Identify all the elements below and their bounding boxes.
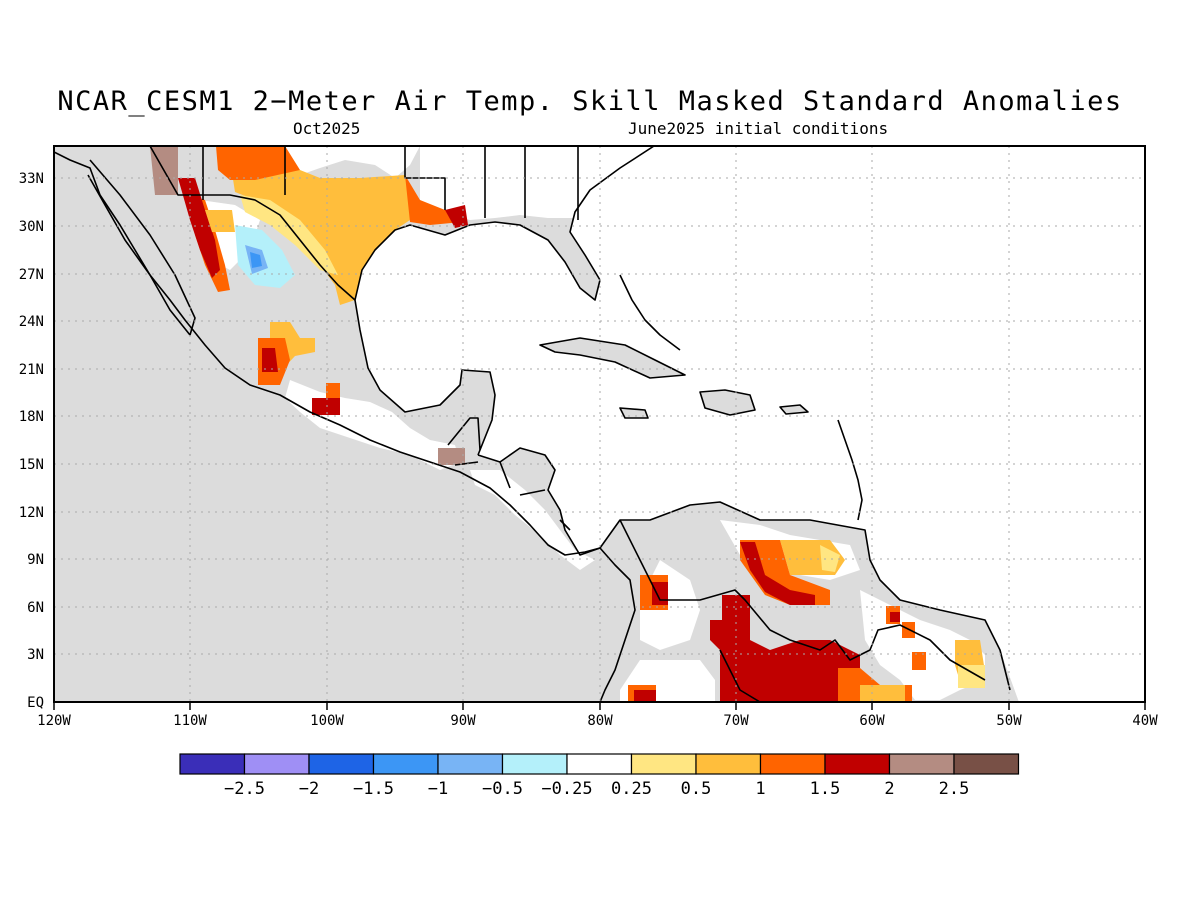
legend-swatch [501, 753, 568, 775]
legend-label: 1 [755, 779, 765, 799]
coast-puerto-rico [779, 404, 809, 415]
anomaly-fills [150, 146, 985, 702]
anomaly-colombia-west-2 [652, 582, 668, 605]
legend-label: −1.5 [353, 779, 394, 799]
anomaly-colombia-south-2 [634, 690, 656, 702]
gridlines [54, 146, 1145, 702]
coast-south-america-west [599, 547, 636, 702]
lon-label: 100W [310, 713, 344, 729]
near-zero-northeast [285, 146, 420, 180]
land-baja-california [88, 160, 195, 335]
land-hispaniola [700, 390, 755, 415]
legend-swatch [179, 753, 246, 775]
target-month-label: Oct2025 [293, 119, 361, 138]
legend-swatch [243, 753, 310, 775]
anomaly-texas-0.5-1 [230, 160, 415, 305]
lon-label: 70W [723, 713, 749, 729]
color-legend: −2.5 −2 −1.5 −1 −0.5 −0.25 0.25 0.5 1 1.5 2 2.5 [179, 753, 1020, 799]
lat-label: 21N [19, 362, 44, 378]
legend-swatch [308, 753, 375, 775]
anomaly-south-mexico-1.5 [326, 383, 340, 400]
coast-hispaniola [699, 389, 756, 416]
lon-labels: 120W 110W 100W 90W 80W 70W 60W 50W 40W [37, 713, 1158, 729]
lon-label: 50W [996, 713, 1022, 729]
anomaly-chihuahua-0.5 [205, 210, 235, 232]
anomaly-central-mexico-2 [262, 348, 278, 372]
land-jamaica [620, 408, 648, 418]
lat-label: 15N [19, 457, 44, 473]
legend-swatch [695, 753, 762, 775]
legend-swatch [759, 753, 826, 775]
near-zero-central-america [470, 470, 595, 570]
lon-label: 40W [1132, 713, 1158, 729]
legend-label: 0.5 [681, 779, 712, 799]
lon-label: 60W [859, 713, 885, 729]
anomaly-chihuahua-cold-1 [250, 252, 262, 268]
border-central-america [447, 417, 571, 531]
coast-jamaica [619, 407, 649, 419]
land-puerto-rico [780, 405, 808, 414]
lon-label: 110W [173, 713, 207, 729]
lon-label: 80W [587, 713, 613, 729]
legend-label: 2 [884, 779, 894, 799]
lat-label: 18N [19, 409, 44, 425]
map-title: NCAR_CESM1 2−Meter Air Temp. Skill Maske… [57, 86, 1123, 117]
anomaly-gulfcoast-2 [445, 205, 468, 228]
legend-label: −0.5 [482, 779, 523, 799]
legend-swatch [372, 753, 439, 775]
lat-labels: EQ 3N 6N 9N 12N 15N 18N 21N 24N 27N 30N … [19, 171, 44, 711]
ticks [53, 702, 1146, 710]
coast-lesser-antilles [837, 419, 863, 521]
lat-label: 3N [27, 647, 44, 663]
anomaly-guatemala-2.5 [438, 448, 465, 465]
coastlines [54, 146, 1011, 702]
anomaly-texas-1-1.5 [216, 146, 300, 180]
near-zero-deep-south-us [420, 146, 654, 220]
anomaly-french-guiana-1 [912, 652, 926, 670]
lat-label: 27N [19, 267, 44, 283]
land-cuba [540, 338, 685, 378]
legend-swatch [630, 753, 697, 775]
legend-swatch [888, 753, 955, 775]
lat-label: 9N [27, 552, 44, 568]
legend-label: 2.5 [939, 779, 970, 799]
anomaly-venezuela-2 [740, 542, 815, 605]
legend-swatch [824, 753, 891, 775]
coast-cuba [539, 337, 686, 379]
legend-label: −2 [299, 779, 319, 799]
legend-swatch [437, 753, 504, 775]
border-us-mexico [54, 146, 356, 301]
legend-label: 0.25 [611, 779, 652, 799]
anomaly-venezuela-1 [740, 540, 830, 605]
legend-swatch [953, 753, 1020, 775]
lat-label: 33N [19, 171, 44, 187]
anomaly-venezuela-tip-0.25 [820, 545, 840, 572]
coast-bahamas [619, 274, 681, 351]
anomaly-guyana-2 [890, 612, 900, 622]
anomaly-south-mexico-2 [312, 398, 340, 415]
lat-label: EQ [27, 695, 44, 711]
coast-pacific [54, 151, 601, 556]
lat-label: 6N [27, 600, 44, 616]
legend-label: −2.5 [224, 779, 265, 799]
init-conditions-label: June2025 initial conditions [628, 119, 889, 138]
lon-label: 120W [37, 713, 71, 729]
anomaly-amazon-0.5 [860, 685, 905, 702]
legend-swatch [566, 753, 633, 775]
anomaly-amazon-2 [710, 595, 860, 702]
anomaly-chihuahua-cold-0.25 [235, 225, 295, 288]
legend-label: 1.5 [810, 779, 841, 799]
border-south-america [619, 519, 986, 702]
lon-label: 90W [450, 713, 476, 729]
anomaly-mexico-west-2 [178, 178, 220, 278]
anomaly-amapa-0.25 [958, 665, 985, 688]
lat-label: 24N [19, 314, 44, 330]
legend-label: −0.25 [541, 779, 592, 799]
lat-label: 30N [19, 219, 44, 235]
coast-us-gulf [354, 146, 655, 456]
lat-label: 12N [19, 505, 44, 521]
legend-label: −1 [428, 779, 448, 799]
anomaly-texas-rim-0.25 [240, 195, 338, 275]
